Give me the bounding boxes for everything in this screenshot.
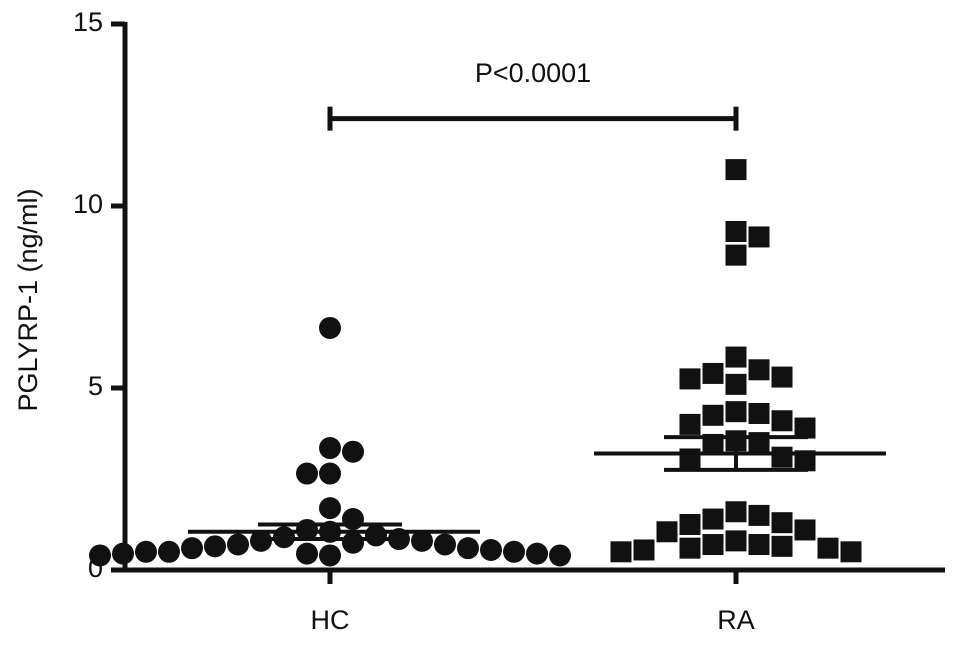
x-tick-label: RA: [717, 605, 755, 635]
point: [480, 538, 502, 561]
point: [794, 519, 816, 541]
point: [503, 540, 525, 563]
y-axis-label: PGLYRP-1 (ng/ml): [13, 188, 43, 411]
point: [794, 450, 816, 472]
point: [319, 316, 341, 339]
point: [771, 410, 793, 432]
point: [748, 534, 770, 556]
point: [633, 539, 655, 561]
point: [112, 542, 134, 565]
point: [342, 508, 364, 531]
point: [725, 530, 747, 552]
point: [702, 534, 724, 556]
point: [679, 413, 701, 435]
point: [434, 533, 456, 556]
point: [549, 544, 571, 567]
point: [319, 497, 341, 520]
point: [342, 440, 364, 463]
point: [702, 404, 724, 426]
point: [771, 535, 793, 557]
point: [771, 512, 793, 534]
point: [840, 541, 862, 563]
point: [771, 446, 793, 468]
annotation: P<0.0001: [475, 58, 591, 88]
point: [679, 368, 701, 390]
y-tick-label: 15: [73, 7, 103, 37]
point: [679, 514, 701, 535]
point: [158, 540, 180, 563]
point: [227, 533, 249, 556]
point: [725, 220, 747, 242]
point: [296, 542, 318, 565]
point: [725, 346, 747, 368]
point: [457, 537, 479, 560]
y-tick-label: 5: [88, 371, 103, 401]
point: [748, 504, 770, 526]
point: [748, 226, 770, 248]
point: [656, 521, 678, 543]
point: [702, 508, 724, 530]
point: [89, 544, 111, 567]
point: [702, 362, 724, 384]
point: [319, 437, 341, 460]
point: [319, 462, 341, 485]
point: [794, 417, 816, 439]
y-tick-label: 10: [73, 189, 103, 219]
point: [771, 366, 793, 388]
point: [725, 159, 747, 181]
point: [296, 462, 318, 485]
point: [526, 542, 548, 565]
point: [411, 529, 433, 552]
point: [748, 359, 770, 381]
point: [342, 531, 364, 554]
point: [725, 501, 747, 523]
point: [748, 402, 770, 424]
point: [817, 537, 839, 559]
point: [725, 244, 747, 266]
point: [181, 537, 203, 560]
point: [365, 524, 387, 547]
point: [204, 535, 226, 558]
point: [702, 433, 724, 455]
point: [725, 401, 747, 423]
x-tick-label: HC: [311, 605, 350, 635]
point: [135, 540, 157, 563]
point: [679, 537, 701, 559]
point: [725, 373, 747, 395]
point: [319, 544, 341, 567]
point: [610, 541, 632, 563]
